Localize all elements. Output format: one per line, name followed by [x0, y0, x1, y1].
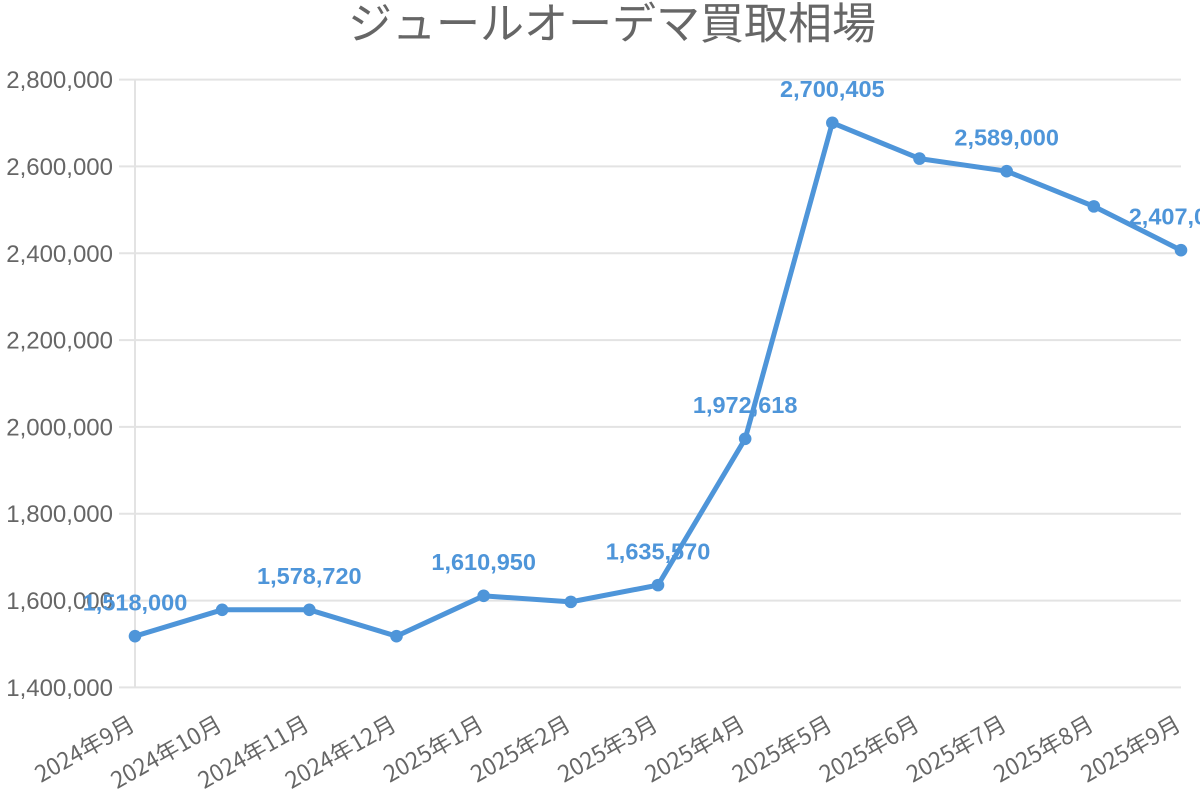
svg-text:1,600,000: 1,600,000 — [6, 588, 113, 615]
svg-text:1,578,720: 1,578,720 — [257, 563, 362, 589]
svg-text:1,972,618: 1,972,618 — [693, 392, 798, 418]
svg-text:2,600,000: 2,600,000 — [6, 154, 113, 181]
svg-text:1,635,570: 1,635,570 — [606, 538, 711, 564]
svg-text:2,407,000: 2,407,000 — [1129, 203, 1200, 229]
svg-text:2,200,000: 2,200,000 — [6, 328, 113, 355]
svg-text:1,610,950: 1,610,950 — [431, 549, 536, 575]
svg-text:2,589,000: 2,589,000 — [954, 124, 1059, 150]
svg-text:2,400,000: 2,400,000 — [6, 241, 113, 268]
svg-text:1,400,000: 1,400,000 — [6, 675, 113, 702]
svg-text:2,000,000: 2,000,000 — [6, 414, 113, 441]
svg-text:1,800,000: 1,800,000 — [6, 501, 113, 528]
svg-text:2,700,405: 2,700,405 — [780, 76, 885, 102]
svg-text:1,518,000: 1,518,000 — [83, 589, 188, 615]
svg-text:2,800,000: 2,800,000 — [6, 67, 113, 94]
